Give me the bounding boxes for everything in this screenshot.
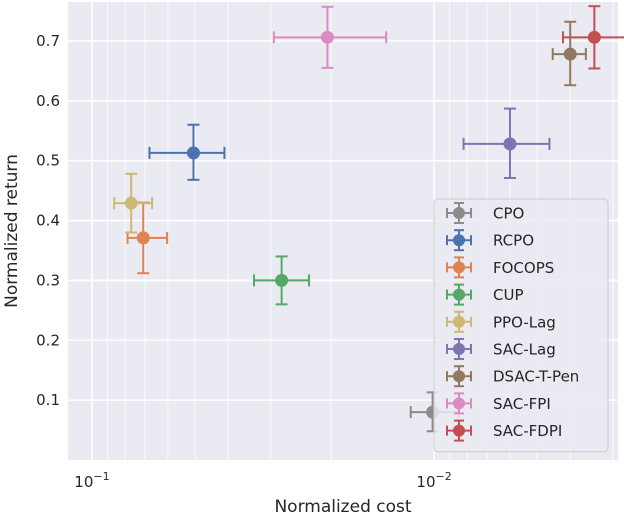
legend-marker — [453, 370, 465, 383]
y-tick-label: 0.1 — [36, 391, 60, 409]
data-points — [113, 5, 624, 433]
data-point-sac-lag — [462, 107, 551, 180]
legend-item-sac-lag: SAC-Lag — [446, 338, 556, 360]
marker — [275, 273, 289, 287]
marker — [186, 146, 200, 160]
marker — [503, 137, 517, 151]
legend-item-rcpo: RCPO — [446, 229, 534, 252]
legend-label: PPO-Lag — [493, 313, 556, 331]
legend-label: SAC-FDPI — [493, 422, 562, 440]
legend-marker — [453, 261, 465, 274]
legend-label: FOCOPS — [493, 259, 554, 277]
x-tick-labels: 10−1 10−2 — [74, 470, 451, 491]
legend-item-sac-fpi: SAC-FPI — [446, 392, 551, 415]
data-point-sac-fpi — [272, 5, 388, 69]
legend-label: SAC-FPI — [493, 395, 551, 413]
data-point-sac-fdpi — [561, 5, 624, 70]
marker — [136, 231, 150, 245]
y-tick-label: 0.6 — [36, 92, 60, 110]
legend: CPO RCPO FOCOPS CUP PPO-Lag SAC-Lag DSAC-T-Pen… — [433, 198, 609, 453]
y-tick-label: 0.5 — [36, 152, 60, 170]
marker — [124, 196, 138, 210]
legend-item-cup: CUP — [446, 283, 524, 306]
legend-item-cpo: CPO — [446, 202, 524, 224]
marker — [563, 47, 577, 61]
legend-marker — [453, 424, 465, 437]
y-tick-labels: 0.1 0.2 0.3 0.4 0.5 0.6 0.7 — [36, 32, 60, 409]
legend-marker — [453, 343, 465, 355]
legend-item-focops: FOCOPS — [446, 256, 554, 279]
legend-item-ppo-lag: PPO-Lag — [446, 310, 556, 333]
legend-item-dsac-t-pen: DSAC-T-Pen — [446, 365, 579, 388]
x-axis-label: Normalized cost — [274, 497, 411, 517]
y-tick-label: 0.3 — [36, 271, 60, 289]
data-point-rcpo — [148, 123, 226, 181]
legend-label: DSAC-T-Pen — [493, 368, 579, 386]
legend-marker — [453, 288, 465, 301]
legend-marker — [453, 315, 465, 328]
x-tick-label: 10−1 — [74, 470, 109, 491]
marker — [587, 30, 601, 44]
data-point-ppo-lag — [113, 172, 154, 234]
y-tick-label: 0.4 — [36, 212, 60, 230]
x-tick-label: 10−2 — [416, 470, 451, 491]
legend-label: RCPO — [493, 232, 534, 250]
y-tick-label: 0.2 — [36, 331, 60, 349]
legend-label: SAC-Lag — [493, 341, 556, 359]
marker — [320, 30, 334, 44]
data-point-cup — [253, 255, 311, 306]
legend-label: CPO — [493, 205, 524, 223]
legend-label: CUP — [493, 286, 524, 304]
legend-box — [433, 198, 609, 453]
y-tick-label: 0.7 — [36, 32, 60, 50]
legend-item-sac-fdpi: SAC-FDPI — [446, 419, 562, 442]
y-axis-label: Normalized return — [2, 154, 22, 308]
legend-marker — [453, 397, 465, 410]
legend-marker — [453, 234, 465, 247]
legend-marker — [453, 207, 465, 219]
data-point-dsac-t-pen — [551, 20, 587, 87]
